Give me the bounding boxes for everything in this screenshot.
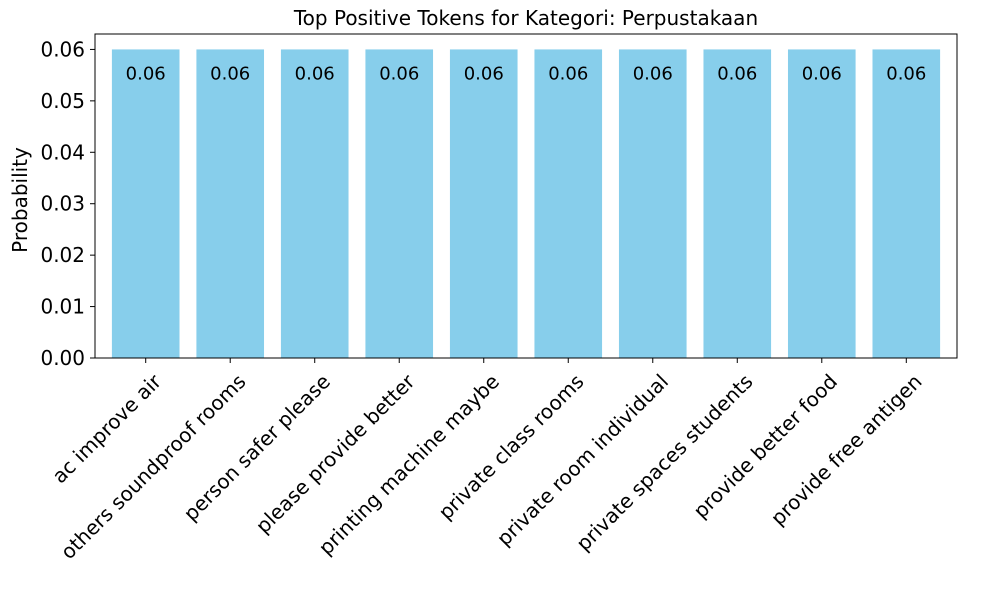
bar-3 — [280, 49, 349, 359]
bar-value-label-6: 0.06 — [548, 63, 588, 84]
bar-5 — [449, 49, 518, 359]
y-tick-label-6: 0.05 — [40, 89, 85, 113]
bar-value-label-9: 0.06 — [802, 63, 842, 84]
x-tick-label-6: private class rooms — [434, 369, 589, 524]
bar-value-label-10: 0.06 — [886, 63, 926, 84]
bar-6 — [534, 49, 603, 359]
bar-value-label-3: 0.06 — [295, 63, 335, 84]
bar-value-label-7: 0.06 — [633, 63, 673, 84]
bar-value-label-5: 0.06 — [464, 63, 504, 84]
y-axis: 0.00 0.01 0.02 0.03 0.04 0.05 0.06 — [40, 37, 95, 370]
bar-7 — [618, 49, 687, 359]
y-tick-label-4: 0.03 — [40, 192, 85, 216]
x-tick-label-9: provide better food — [688, 369, 842, 523]
bar-value-label-4: 0.06 — [379, 63, 419, 84]
x-tick-label-4: please provide better — [251, 369, 420, 538]
y-axis-label: Probability — [8, 147, 32, 253]
x-tick-label-7: private room individual — [492, 369, 673, 550]
bar-value-label-1: 0.06 — [126, 63, 166, 84]
data-labels-group: 0.06 0.06 0.06 0.06 0.06 0.06 0.06 0.06 0.06 0.06 — [126, 63, 927, 84]
x-tick-label-3: person safer please — [179, 369, 335, 525]
bar-4 — [365, 49, 434, 359]
y-tick-label-1: 0.00 — [40, 346, 85, 370]
y-tick-label-2: 0.01 — [40, 295, 85, 319]
plot-frame — [94, 33, 958, 359]
bar-8 — [703, 49, 772, 359]
bars-group — [111, 49, 941, 359]
chart-title: Top Positive Tokens for Kategori: Perpus… — [293, 6, 758, 30]
bar-value-label-2: 0.06 — [210, 63, 250, 84]
x-tick-label-10: provide free antigen — [766, 369, 927, 530]
bar-9 — [787, 49, 856, 359]
x-tick-label-8: private spaces students — [571, 369, 757, 555]
y-tick-label-3: 0.02 — [40, 243, 85, 267]
y-tick-label-5: 0.04 — [40, 140, 85, 164]
y-tick-label-7: 0.06 — [40, 37, 85, 61]
bar-1 — [111, 49, 180, 359]
bar-value-label-8: 0.06 — [717, 63, 757, 84]
bar-2 — [196, 49, 265, 359]
bar-10 — [872, 49, 941, 359]
